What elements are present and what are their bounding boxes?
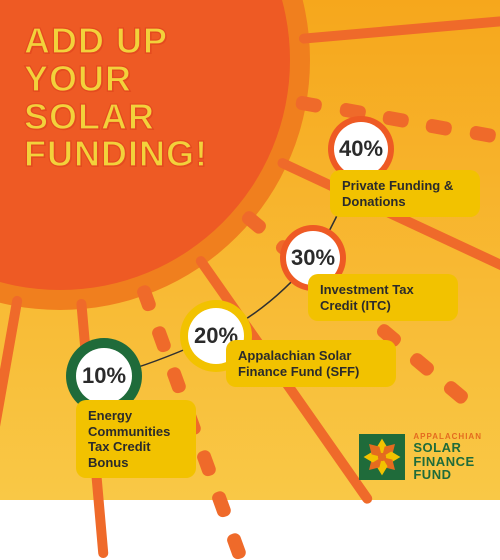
infographic-canvas: ADD UPYOURSOLARFUNDING! 40%Private Fundi… — [0, 0, 500, 500]
brand-logo: APPALACHIAN SOLAR FINANCE FUND — [359, 433, 482, 482]
title-line: SOLAR — [24, 98, 208, 136]
logo-text: APPALACHIAN SOLAR FINANCE FUND — [413, 433, 482, 482]
pct-value: 10% — [76, 348, 132, 404]
pct-value: 40% — [334, 122, 388, 176]
funding-label: Private Funding & Donations — [330, 170, 480, 217]
headline-title: ADD UPYOURSOLARFUNDING! — [24, 22, 208, 173]
logo-line-finance: FINANCE — [413, 455, 482, 469]
title-line: YOUR — [24, 60, 208, 98]
funding-label: Appalachian Solar Finance Fund (SFF) — [226, 340, 396, 387]
logo-mark-icon — [359, 434, 405, 480]
title-line: FUNDING! — [24, 135, 208, 173]
sun-ray — [226, 531, 248, 560]
funding-label: Energy Communities Tax Credit Bonus — [76, 400, 196, 478]
logo-line-solar: SOLAR — [413, 441, 482, 455]
logo-line-fund: FUND — [413, 468, 482, 482]
funding-label: Investment Tax Credit (ITC) — [308, 274, 458, 321]
title-line: ADD UP — [24, 22, 208, 60]
